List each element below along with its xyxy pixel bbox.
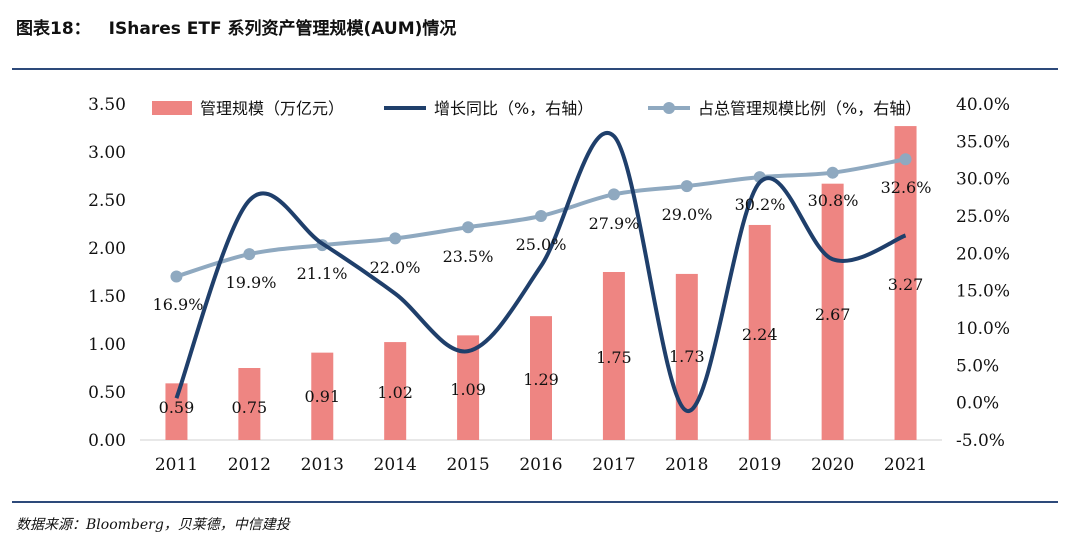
bar bbox=[238, 368, 261, 440]
right-axis-tick: 10.0% bbox=[956, 319, 1010, 339]
left-axis-tick: 0.50 bbox=[88, 383, 126, 403]
share-ratio-label: 30.8% bbox=[808, 191, 859, 210]
right-axis-tick: 25.0% bbox=[956, 207, 1010, 227]
bar bbox=[311, 352, 334, 440]
right-axis-tick: 0.0% bbox=[956, 394, 999, 414]
x-axis-tick: 2020 bbox=[811, 455, 854, 475]
share-ratio-point bbox=[170, 270, 183, 283]
share-ratio-label: 29.0% bbox=[662, 205, 713, 224]
left-axis-tick: 2.00 bbox=[88, 239, 126, 259]
bar-value-label: 1.75 bbox=[596, 348, 632, 367]
figure-title: IShares ETF 系列资产管理规模(AUM)情况 bbox=[108, 19, 457, 39]
x-axis-tick: 2013 bbox=[301, 455, 344, 475]
share-ratio-label: 16.9% bbox=[153, 295, 204, 314]
legend-label-growth: 增长同比（%，右轴） bbox=[434, 99, 593, 118]
bottom-rule bbox=[12, 501, 1058, 503]
x-axis-tick: 2012 bbox=[228, 455, 271, 475]
bar-value-label: 1.73 bbox=[669, 347, 705, 366]
left-axis-tick: 0.00 bbox=[88, 431, 126, 451]
share-ratio-point bbox=[389, 232, 402, 245]
bar-value-label: 1.29 bbox=[523, 370, 559, 389]
right-axis-tick: -5.0% bbox=[956, 431, 1005, 451]
left-axis-tick: 1.00 bbox=[88, 335, 126, 355]
x-axis-tick: 2011 bbox=[155, 455, 198, 475]
bar-value-label: 0.91 bbox=[304, 387, 340, 406]
x-axis-tick: 2018 bbox=[665, 455, 708, 475]
x-axis-tick: 2015 bbox=[446, 455, 489, 475]
share-ratio-label: 19.9% bbox=[226, 273, 277, 292]
bar-value-label: 2.24 bbox=[742, 325, 778, 344]
left-axis-tick: 3.50 bbox=[88, 95, 126, 115]
left-axis-tick: 2.50 bbox=[88, 191, 126, 211]
share-ratio-point bbox=[680, 180, 693, 193]
share-ratio-point bbox=[535, 210, 547, 222]
right-axis-tick: 30.0% bbox=[956, 170, 1010, 190]
share-ratio-label: 32.6% bbox=[881, 178, 932, 197]
right-axis-tick: 15.0% bbox=[956, 282, 1010, 302]
bar-value-label: 1.09 bbox=[450, 380, 486, 399]
bar bbox=[821, 183, 844, 440]
bar-value-label: 0.75 bbox=[232, 398, 268, 417]
share-ratio-label: 23.5% bbox=[443, 247, 494, 266]
legend-swatch-bar bbox=[152, 101, 192, 115]
share-ratio-point bbox=[607, 188, 620, 201]
share-ratio-label: 27.9% bbox=[589, 214, 640, 233]
share-ratio-point bbox=[826, 166, 839, 179]
x-axis-tick: 2016 bbox=[519, 455, 562, 475]
right-axis-tick: 5.0% bbox=[956, 356, 999, 376]
bar bbox=[748, 224, 771, 440]
legend-label-share: 占总管理规模比例（%，右轴） bbox=[698, 99, 921, 118]
x-axis-tick: 2014 bbox=[374, 455, 417, 475]
source-note: 数据来源：Bloomberg，贝莱德，中信建投 bbox=[16, 517, 290, 533]
bar-value-label: 0.59 bbox=[159, 398, 195, 417]
bar bbox=[530, 316, 552, 440]
bar-value-label: 2.67 bbox=[815, 305, 851, 324]
bar bbox=[165, 383, 188, 440]
figure-header: 图表18： IShares ETF 系列资产管理规模(AUM)情况 bbox=[16, 14, 456, 39]
bar-value-label: 3.27 bbox=[888, 275, 924, 294]
x-axis-tick: 2019 bbox=[738, 455, 781, 475]
bar bbox=[457, 335, 480, 440]
figure-number: 图表18： bbox=[16, 19, 91, 39]
right-axis-tick: 40.0% bbox=[956, 95, 1010, 115]
share-ratio-point bbox=[462, 221, 475, 234]
legend-swatch-share-marker bbox=[663, 102, 675, 114]
share-ratio-point bbox=[899, 153, 912, 166]
bar bbox=[384, 342, 407, 440]
bar bbox=[675, 273, 698, 440]
share-ratio-label: 21.1% bbox=[297, 264, 348, 283]
top-rule bbox=[12, 68, 1058, 70]
bar-value-label: 1.02 bbox=[377, 383, 413, 402]
share-ratio-label: 22.0% bbox=[370, 258, 421, 277]
x-axis-tick: 2017 bbox=[592, 455, 635, 475]
right-axis-tick: 20.0% bbox=[956, 244, 1010, 264]
growth-line bbox=[174, 131, 907, 413]
x-axis-tick: 2021 bbox=[884, 455, 927, 475]
share-ratio-label: 25.0% bbox=[516, 235, 567, 254]
share-ratio-point bbox=[243, 248, 256, 261]
bar bbox=[602, 272, 625, 440]
left-axis-tick: 1.50 bbox=[88, 287, 126, 307]
legend-label-bar: 管理规模（万亿元） bbox=[200, 99, 344, 118]
right-axis-tick: 35.0% bbox=[956, 132, 1010, 152]
left-axis-tick: 3.00 bbox=[88, 143, 126, 163]
share-ratio-label: 30.2% bbox=[735, 195, 786, 214]
bar bbox=[894, 126, 917, 440]
chart-area: 0.00 0.50 1.00 1.50 2.00 2.50 3.00 3.50 -5.0% 0.0… bbox=[88, 95, 1010, 475]
